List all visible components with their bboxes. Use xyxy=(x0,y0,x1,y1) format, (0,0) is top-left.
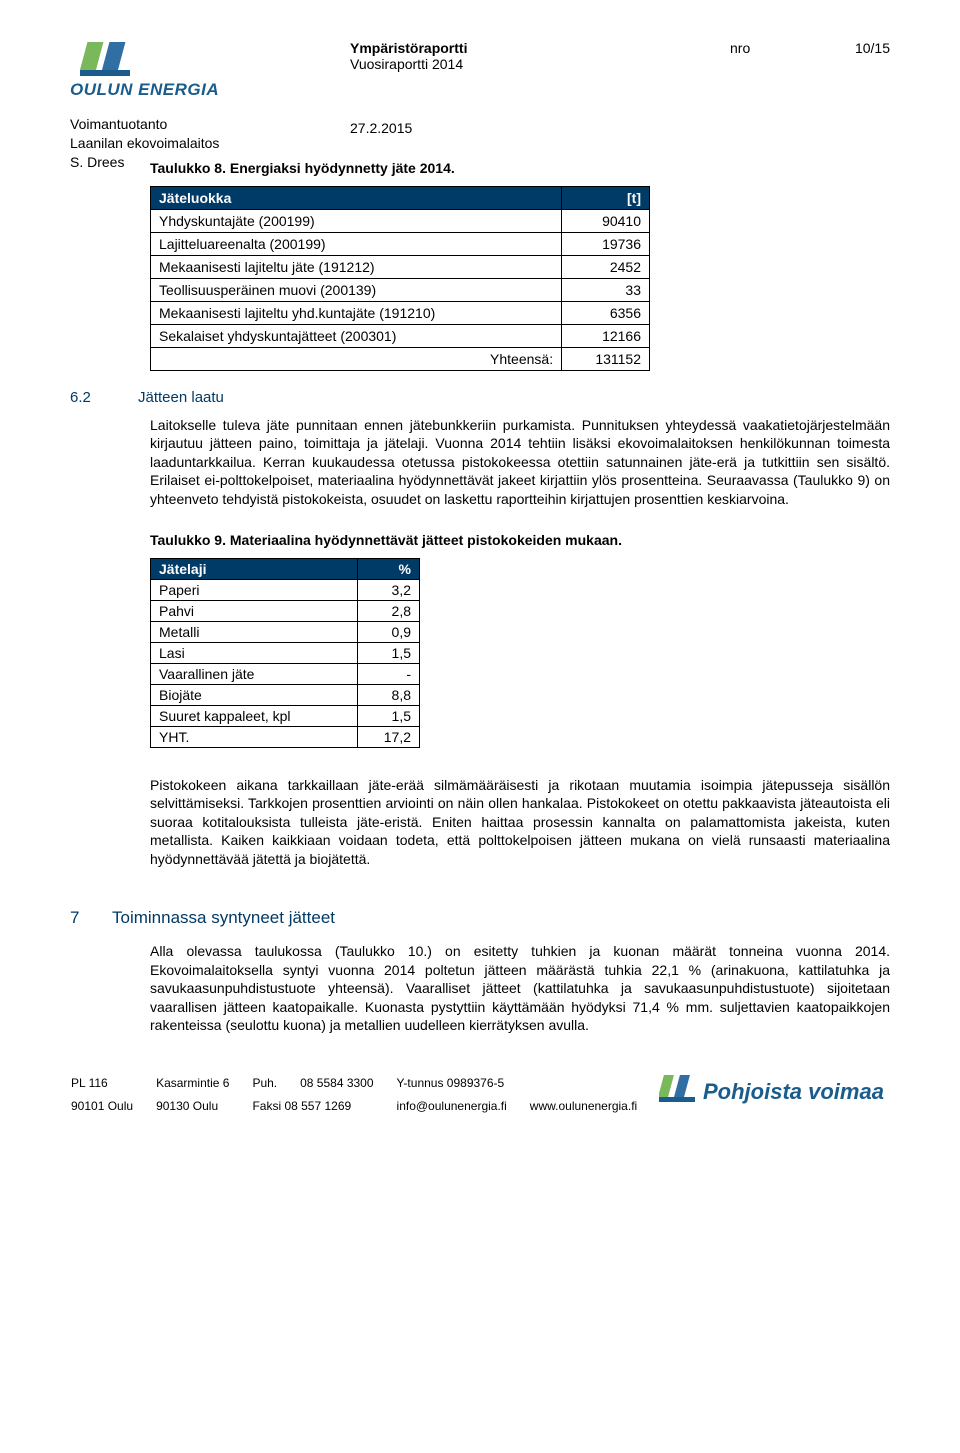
table9-title: Taulukko 9. Materiaalina hyödynnettävät … xyxy=(150,532,890,548)
pistokokeen-para: Pistokokeen aikana tarkkaillaan jäte-erä… xyxy=(150,776,890,868)
table-row: Mekaanisesti lajiteltu jäte (191212)2452 xyxy=(151,255,650,278)
table8: Jäteluokka [t] Yhdyskuntajäte (200199)90… xyxy=(150,186,650,371)
table-row: YHT.17,2 xyxy=(151,727,420,748)
table8-total-row: Yhteensä: 131152 xyxy=(151,347,650,370)
footer-contact: PL 116 Kasarmintie 6 Puh. 08 5584 3300 Y… xyxy=(70,1072,659,1119)
logo-text: OULUN ENERGIA xyxy=(70,80,219,99)
table8-h2: [t] xyxy=(562,186,650,209)
table-row: Sekalaiset yhdyskuntajätteet (200301)121… xyxy=(151,324,650,347)
section-7-title: Toiminnassa syntyneet jätteet xyxy=(112,908,335,928)
meta-laitos: Laanilan ekovoimalaitos xyxy=(70,134,890,153)
table-row: Teollisuusperäinen muovi (200139)33 xyxy=(151,278,650,301)
section-6-2-heading: 6.2 Jätteen laatu xyxy=(70,389,890,406)
table9: Jätelaji % Paperi3,2 Pahvi2,8 Metalli0,9… xyxy=(150,558,420,748)
footer-row-2: 90101 Oulu 90130 Oulu Faksi 08 557 1269 … xyxy=(70,1095,659,1119)
section-6-2-num: 6.2 xyxy=(70,389,110,406)
section-6-2-para: Laitokselle tuleva jäte punnitaan ennen … xyxy=(150,416,890,508)
table8-h1: Jäteluokka xyxy=(151,186,562,209)
table-row: Vaarallinen jäte- xyxy=(151,664,420,685)
page: OULUN ENERGIA Ympäristöraportti Vuosirap… xyxy=(0,0,960,1170)
page-header: OULUN ENERGIA Ympäristöraportti Vuosirap… xyxy=(70,40,890,107)
table-row: Biojäte8,8 xyxy=(151,685,420,706)
oulun-energia-logo-icon: OULUN ENERGIA xyxy=(70,40,230,102)
table-row: Lajitteluareenalta (200199)19736 xyxy=(151,232,650,255)
page-number: 10/15 xyxy=(855,40,890,56)
header-right: nro 10/15 xyxy=(730,40,890,56)
section-7-num: 7 xyxy=(70,908,90,928)
table9-h1: Jätelaji xyxy=(151,559,358,580)
section-6-2-title: Jätteen laatu xyxy=(138,389,224,406)
table-row: Metalli0,9 xyxy=(151,622,420,643)
report-subtitle: Vuosiraportti 2014 xyxy=(350,56,463,72)
section-7-para: Alla olevassa taulukossa (Taulukko 10.) … xyxy=(150,942,890,1034)
company-logo: OULUN ENERGIA xyxy=(70,40,290,107)
pohjoista-voimaa-logo-icon: Pohjoista voimaa xyxy=(659,1071,919,1115)
table-row: Pahvi2,8 xyxy=(151,601,420,622)
table-row: Lasi1,5 xyxy=(151,643,420,664)
section-7-heading: 7 Toiminnassa syntyneet jätteet xyxy=(70,908,890,928)
header-center: Ympäristöraportti Vuosiraportti 2014 xyxy=(290,40,730,72)
nro-label: nro xyxy=(730,40,750,56)
footer-row-1: PL 116 Kasarmintie 6 Puh. 08 5584 3300 Y… xyxy=(70,1072,659,1096)
table8-title: Taulukko 8. Energiaksi hyödynnetty jäte … xyxy=(150,160,890,176)
footer-logo-text: Pohjoista voimaa xyxy=(703,1079,884,1104)
report-title: Ympäristöraportti xyxy=(350,40,467,56)
page-footer: PL 116 Kasarmintie 6 Puh. 08 5584 3300 Y… xyxy=(70,1071,890,1120)
table-row: Paperi3,2 xyxy=(151,580,420,601)
table-row: Mekaanisesti lajiteltu yhd.kuntajäte (19… xyxy=(151,301,650,324)
table-row: Suuret kappaleet, kpl1,5 xyxy=(151,706,420,727)
footer-logo: Pohjoista voimaa xyxy=(659,1071,919,1120)
table-row: Yhdyskuntajäte (200199)90410 xyxy=(151,209,650,232)
table9-h2: % xyxy=(358,559,420,580)
